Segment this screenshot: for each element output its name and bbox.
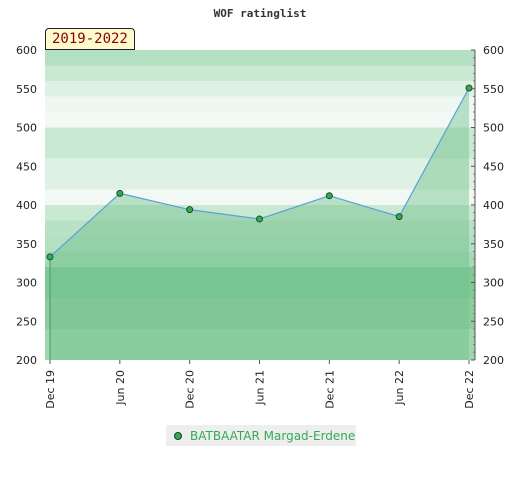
background-band [45,127,475,143]
background-band [45,158,475,174]
y-tick-label-left: 500 [16,122,37,135]
background-bands [45,50,475,360]
background-band [45,220,475,236]
y-tick-label-left: 300 [16,277,37,290]
series-area-layer [49,87,469,360]
y-axis-right: 200 250 300 350 400 450 500 550 600 [471,44,504,367]
x-tick-label: Jun 20 [114,370,127,406]
background-band [45,236,475,252]
series-markers [46,84,473,261]
background-band [45,50,475,66]
y-tick-label-right: 200 [483,354,504,367]
y-tick-label-left: 400 [16,199,37,212]
background-band [45,329,475,345]
data-point [395,213,403,221]
background-band [45,298,475,314]
chart-title: WOF ratinglist [214,7,307,20]
y-tick-label-right: 500 [483,122,504,135]
background-band [45,65,475,81]
background-band [45,174,475,190]
y-tick-label-right: 350 [483,238,504,251]
legend-marker-icon [174,431,182,440]
y-axis-left: 200 250 300 350 400 450 500 550 600 [16,44,37,367]
y-tick-label-left: 200 [16,354,37,367]
x-tick-label: Dec 21 [323,370,336,409]
y-tick-label-right: 300 [483,277,504,290]
y-tick-label-left: 350 [16,238,37,251]
data-point [116,189,124,197]
y-tick-label-left: 600 [16,44,37,57]
background-band [45,81,475,97]
x-tick-label: Jun 21 [254,370,267,406]
period-badge: 2019-2022 [45,28,135,50]
background-band [45,313,475,329]
x-tick-label: Dec 20 [184,370,197,409]
x-axis: Dec 19 Jun 20 Dec 20 Jun 21 Dec 21 Jun 22 Dec … [44,360,476,409]
y-tick-label-left: 550 [16,83,37,96]
background-band [45,267,475,283]
data-point [465,84,473,92]
y-tick-label-left: 250 [16,315,37,328]
background-band [45,96,475,112]
background-band [45,344,475,360]
background-band [45,282,475,298]
data-point [46,253,54,261]
background-band [45,205,475,221]
y-tick-label-right: 450 [483,160,504,173]
data-point [256,215,263,223]
data-point [325,192,333,200]
x-tick-label: Dec 19 [44,370,57,409]
legend: BATBAATAR Margad-Erdene [166,425,356,446]
x-tick-label: Jun 22 [393,370,406,406]
y-tick-label-right: 250 [483,315,504,328]
y-tick-label-right: 400 [483,199,504,212]
x-tick-label: Dec 22 [463,370,476,409]
data-point [186,206,194,214]
background-band [45,112,475,128]
y-tick-label-left: 450 [16,160,37,173]
background-band [45,143,475,159]
y-tick-label-right: 550 [483,83,504,96]
y-tick-label-right: 600 [483,44,504,57]
background-band [45,251,475,267]
series-area [50,87,469,360]
legend-series-label: BATBAATAR Margad-Erdene [190,428,356,443]
